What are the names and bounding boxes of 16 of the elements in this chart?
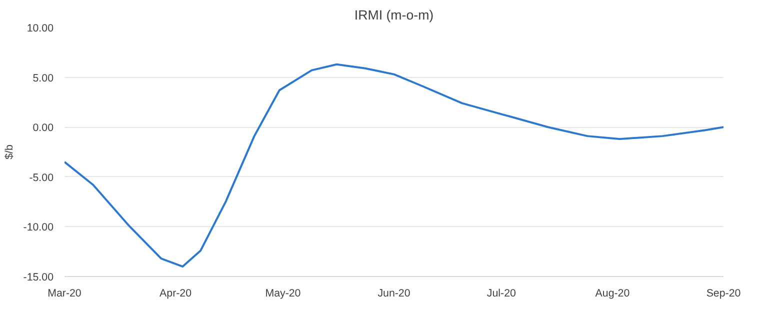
y-tick-label: -5.00 <box>29 172 54 184</box>
y-tick-label: 5.00 <box>32 72 54 84</box>
x-tick-label: Mar-20 <box>48 288 82 300</box>
y-tick-label: 0.00 <box>32 122 54 134</box>
x-tick-label: Jul-20 <box>486 288 516 300</box>
y-tick-label: -15.00 <box>23 272 54 284</box>
y-axis-title: $/b <box>3 144 16 160</box>
y-tick-label: 10.00 <box>26 22 54 34</box>
y-tick-label: -10.00 <box>23 222 54 234</box>
x-tick-label: Sep-20 <box>706 288 741 300</box>
line-series <box>64 63 724 268</box>
x-tick-label: Apr-20 <box>160 288 192 300</box>
x-tick-label: May-20 <box>265 288 301 300</box>
x-tick-label: Jun-20 <box>378 288 410 300</box>
x-tick-label: Aug-20 <box>595 288 630 300</box>
chart-title: IRMI (m-o-m) <box>354 8 434 22</box>
